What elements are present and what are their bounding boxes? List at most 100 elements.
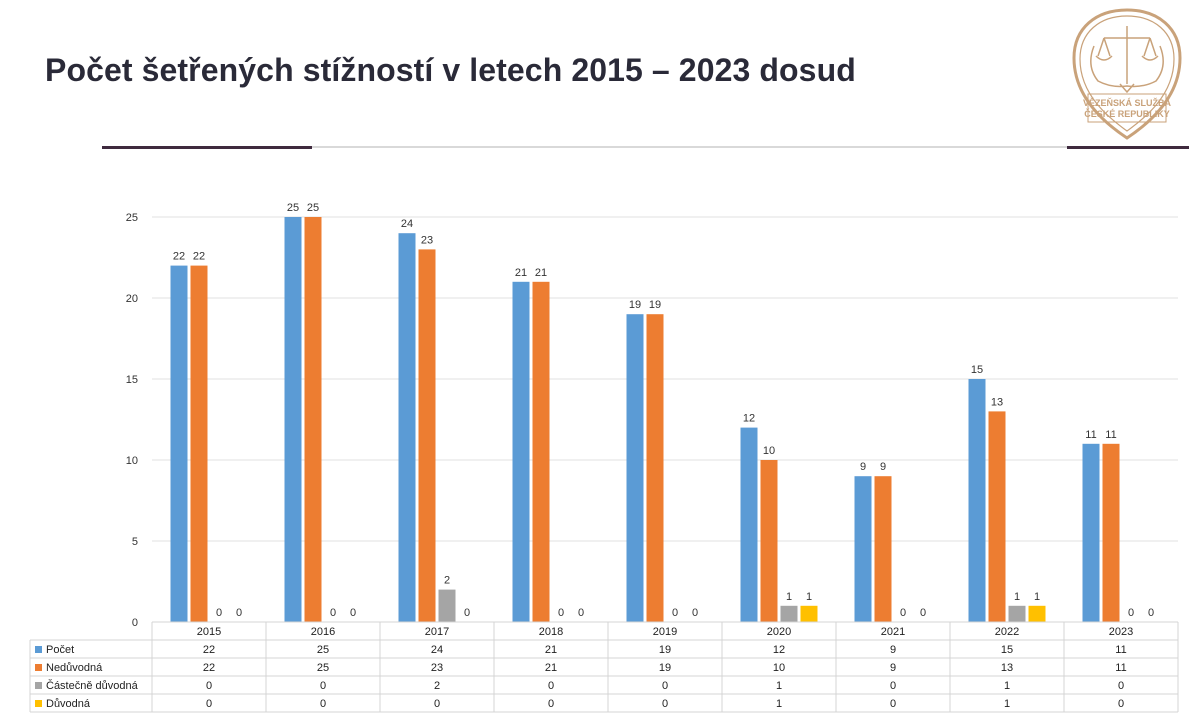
bar xyxy=(1008,605,1026,622)
table-cell-value: 19 xyxy=(659,662,671,674)
table-cell-value: 21 xyxy=(545,662,557,674)
data-label: 11 xyxy=(1085,429,1096,441)
x-category-label: 2022 xyxy=(995,626,1019,638)
table-cell-value: 24 xyxy=(431,644,443,656)
table-cell-value: 0 xyxy=(662,680,668,692)
data-label: 21 xyxy=(515,267,527,279)
table-cell-value: 25 xyxy=(317,662,329,674)
y-tick-label: 5 xyxy=(132,536,138,548)
x-category-label: 2020 xyxy=(767,626,791,638)
bar xyxy=(1102,443,1120,622)
bar xyxy=(780,605,798,622)
data-label: 2 xyxy=(444,575,450,587)
bar xyxy=(398,233,416,622)
data-label: 10 xyxy=(763,445,775,457)
x-category-label: 2015 xyxy=(197,626,221,638)
table-cell-value: 9 xyxy=(890,662,896,674)
y-tick-label: 10 xyxy=(126,455,138,467)
table-cell-value: 11 xyxy=(1115,662,1126,674)
bar xyxy=(418,249,436,622)
table-cell-value: 11 xyxy=(1115,644,1126,656)
table-cell-value: 22 xyxy=(203,644,215,656)
data-label: 0 xyxy=(920,607,926,619)
legend-swatch xyxy=(35,664,42,671)
bar xyxy=(760,460,778,622)
bar xyxy=(512,281,530,622)
data-label: 0 xyxy=(350,607,356,619)
bar xyxy=(646,314,664,622)
table-cell-value: 1 xyxy=(1004,680,1010,692)
table-cell-value: 19 xyxy=(659,644,671,656)
data-label: 9 xyxy=(860,461,866,473)
data-label: 1 xyxy=(806,591,812,603)
data-label: 22 xyxy=(193,251,205,263)
logo-text-line2: ČESKÉ REPUBLIKY xyxy=(1084,108,1170,119)
y-tick-label: 15 xyxy=(126,374,138,386)
page-title: Počet šetřených stížností v letech 2015 … xyxy=(45,52,856,88)
data-label: 0 xyxy=(692,607,698,619)
table-cell-value: 0 xyxy=(662,698,668,710)
bar xyxy=(170,265,188,622)
data-label: 0 xyxy=(672,607,678,619)
table-cell-value: 0 xyxy=(1118,680,1124,692)
data-label: 13 xyxy=(991,396,1003,408)
table-cell-value: 2 xyxy=(434,680,440,692)
data-label: 0 xyxy=(578,607,584,619)
bar xyxy=(284,217,302,622)
data-label: 22 xyxy=(173,251,185,263)
table-cell-value: 0 xyxy=(548,698,554,710)
table-cell-value: 0 xyxy=(320,698,326,710)
data-label: 1 xyxy=(1034,591,1040,603)
data-label: 25 xyxy=(287,202,299,214)
table-cell-value: 12 xyxy=(773,644,785,656)
legend-series-name: Částečně důvodná xyxy=(46,679,139,692)
title-underline-left xyxy=(102,146,312,149)
x-category-label: 2019 xyxy=(653,626,677,638)
bar xyxy=(626,314,644,622)
legend-swatch xyxy=(35,682,42,689)
legend-series-name: Nedůvodná xyxy=(46,662,103,674)
data-label: 15 xyxy=(971,364,983,376)
x-category-label: 2017 xyxy=(425,626,449,638)
table-cell-value: 0 xyxy=(548,680,554,692)
bar xyxy=(740,427,758,622)
data-label: 0 xyxy=(900,607,906,619)
prison-service-emblem-logo: VĚZEŇSKÁ SLUŽBA ČESKÉ REPUBLIKY xyxy=(1072,8,1182,140)
bar xyxy=(532,281,550,622)
legend-series-name: Počet xyxy=(46,644,74,656)
bar xyxy=(988,411,1006,622)
data-label: 0 xyxy=(1148,607,1154,619)
y-tick-label: 20 xyxy=(126,293,138,305)
data-label: 1 xyxy=(1014,591,1020,603)
table-cell-value: 0 xyxy=(890,698,896,710)
x-category-label: 2021 xyxy=(881,626,905,638)
bar xyxy=(854,476,872,622)
title-underline-right xyxy=(1067,146,1189,149)
data-label: 0 xyxy=(330,607,336,619)
legend-series-name: Důvodná xyxy=(46,698,91,710)
table-cell-value: 1 xyxy=(776,698,782,710)
x-category-label: 2016 xyxy=(311,626,335,638)
bar xyxy=(1082,443,1100,622)
data-label: 0 xyxy=(558,607,564,619)
bar xyxy=(968,379,986,622)
table-cell-value: 0 xyxy=(890,680,896,692)
data-label: 21 xyxy=(535,267,547,279)
bar xyxy=(190,265,208,622)
table-cell-value: 13 xyxy=(1001,662,1013,674)
bar xyxy=(438,589,456,622)
data-label: 0 xyxy=(464,607,470,619)
data-label: 0 xyxy=(236,607,242,619)
table-cell-value: 10 xyxy=(773,662,785,674)
table-cell-value: 25 xyxy=(317,644,329,656)
table-cell-value: 1 xyxy=(1004,698,1010,710)
y-tick-label: 25 xyxy=(126,212,138,224)
table-cell-value: 23 xyxy=(431,662,443,674)
data-label: 19 xyxy=(649,299,661,311)
x-category-label: 2018 xyxy=(539,626,563,638)
table-cell-value: 0 xyxy=(206,698,212,710)
data-label: 1 xyxy=(786,591,792,603)
bar xyxy=(1028,605,1046,622)
bar xyxy=(874,476,892,622)
